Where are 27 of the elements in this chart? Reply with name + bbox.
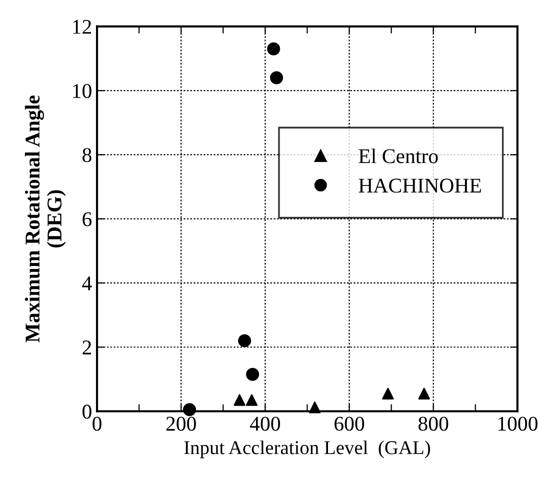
x-tick-label: 0 — [92, 416, 102, 431]
x-axis-title: Input Accleration Level (GAL) — [184, 440, 430, 458]
legend-label: El Centro — [358, 148, 438, 164]
x-tick-label: 800 — [418, 416, 448, 431]
x-tick-label: 400 — [250, 416, 280, 431]
y-tick-label: 8 — [82, 148, 92, 162]
point — [246, 394, 258, 406]
point — [418, 388, 430, 400]
point — [183, 403, 196, 416]
point — [382, 388, 394, 400]
x-tick-label: 200 — [166, 416, 196, 431]
point — [238, 334, 252, 348]
y-tick-label: 10 — [73, 84, 92, 98]
x-tick-label: 1000 — [498, 416, 538, 431]
point — [267, 42, 280, 56]
legend-label: HACHINOHE — [358, 178, 481, 193]
x-tick-label: 600 — [334, 416, 364, 431]
y-tick-label: 6 — [82, 212, 92, 226]
y-axis-title: Maximum Rotational Angle (DEG) — [24, 96, 66, 342]
point — [234, 394, 246, 406]
y-tick-label: 4 — [82, 276, 92, 290]
point — [246, 368, 260, 381]
point — [270, 71, 284, 84]
y-tick-label: 0 — [82, 404, 92, 419]
y-tick-label: 2 — [82, 340, 92, 354]
point — [308, 402, 321, 414]
y-tick-label: 12 — [73, 20, 92, 34]
